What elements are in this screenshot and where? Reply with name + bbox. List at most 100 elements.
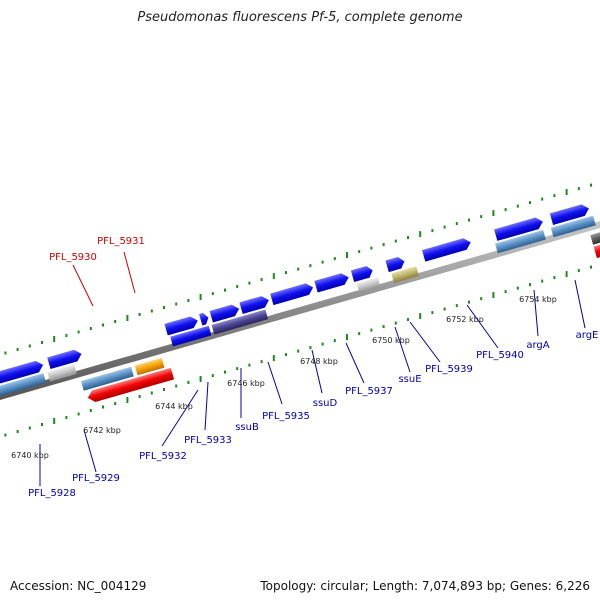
- scale-tick: [553, 276, 556, 280]
- scale-tick: [248, 363, 251, 367]
- scale-label-6744: 6744 kbp: [155, 402, 193, 411]
- scale-tick: [590, 183, 592, 187]
- scale-tick: [89, 327, 92, 330]
- scale-tick: [529, 201, 531, 205]
- scale-tick: [590, 265, 592, 269]
- scale-tick: [272, 273, 275, 280]
- gene-label-ssub[interactable]: ssuB: [235, 422, 259, 433]
- gene-arrow[interactable]: [0, 359, 45, 385]
- accession-text: Accession: NC_004129: [10, 579, 147, 593]
- genome-backbone: [0, 221, 600, 400]
- scale-label-6752: 6752 kbp: [446, 315, 484, 324]
- gene-label-pfl-5935[interactable]: PFL_5935: [262, 411, 310, 422]
- gene-block[interactable]: [211, 309, 269, 335]
- gene-arrow[interactable]: [140, 367, 175, 388]
- gene-arrow[interactable]: [47, 348, 83, 370]
- scale-tick: [41, 341, 43, 344]
- gene-label-arga[interactable]: argA: [526, 340, 549, 351]
- scale-tick: [126, 315, 129, 321]
- scale-tick: [163, 388, 165, 391]
- gene-arrow[interactable]: [164, 315, 199, 336]
- gene-arrow[interactable]: [209, 303, 241, 323]
- scale-tick: [516, 204, 519, 208]
- scale-tick: [358, 250, 361, 254]
- scale-tick: [407, 236, 409, 240]
- scale-tick: [492, 292, 495, 299]
- scale-tick: [541, 279, 544, 283]
- scale-tick: [16, 348, 19, 351]
- gene-label-pfl-5940[interactable]: PFL_5940: [476, 350, 524, 361]
- gene-arrow[interactable]: [385, 256, 406, 273]
- gene-arrow[interactable]: [199, 312, 210, 326]
- gene-block[interactable]: [495, 229, 546, 254]
- gene-label-arge[interactable]: argE: [576, 330, 599, 341]
- scale-tick: [309, 264, 312, 268]
- gene-block[interactable]: [356, 277, 381, 293]
- scale-tick: [260, 278, 263, 282]
- gene-arrow[interactable]: [494, 216, 544, 241]
- scale-label-6742: 6742 kbp: [83, 426, 121, 435]
- gene-label-ssue[interactable]: ssuE: [398, 374, 421, 385]
- scale-tick: [260, 360, 263, 364]
- gene-label-pfl-5928[interactable]: PFL_5928: [28, 488, 76, 499]
- scale-tick: [199, 294, 202, 300]
- gene-label-pfl-5929[interactable]: PFL_5929: [72, 473, 120, 484]
- scale-label-6746: 6746 kbp: [227, 379, 265, 388]
- gene-arrow[interactable]: [314, 272, 350, 293]
- gene-label-pfl-5937[interactable]: PFL_5937: [345, 386, 393, 397]
- scale-tick: [370, 246, 373, 250]
- scale-tick: [443, 307, 446, 311]
- scale-tick: [272, 355, 275, 362]
- scale-tick: [187, 299, 190, 302]
- scale-tick: [455, 222, 458, 226]
- scale-tick: [65, 334, 68, 337]
- gene-arrow[interactable]: [549, 203, 591, 225]
- gene-block[interactable]: [0, 373, 47, 396]
- scale-tick: [248, 281, 251, 285]
- gene-arrow[interactable]: [86, 374, 152, 403]
- scale-tick: [504, 208, 507, 212]
- gene-label-ssud[interactable]: ssuD: [313, 398, 338, 409]
- scale-tick: [65, 416, 68, 419]
- scale-tick: [4, 351, 7, 355]
- gene-label-pfl-5932[interactable]: PFL_5932: [139, 451, 187, 462]
- gene-block[interactable]: [134, 357, 165, 376]
- gene-block[interactable]: [550, 215, 596, 238]
- gene-label-pfl-5933[interactable]: PFL_5933: [184, 435, 232, 446]
- scale-tick: [16, 430, 19, 433]
- scale-tick: [431, 311, 434, 315]
- gene-block[interactable]: [47, 364, 77, 382]
- scale-tick: [431, 229, 434, 233]
- scale-tick: [89, 409, 92, 412]
- scale-tick: [419, 231, 422, 238]
- gene-features: [0, 203, 600, 403]
- scale-tick: [309, 346, 312, 350]
- scale-tick: [102, 405, 104, 409]
- gene-label-pfl-5931[interactable]: PFL_5931: [97, 236, 145, 247]
- scale-tick: [346, 334, 348, 341]
- gene-arrow[interactable]: [270, 282, 315, 306]
- gene-block[interactable]: [170, 325, 212, 347]
- gene-arrow[interactable]: [350, 265, 374, 282]
- scale-tick: [553, 194, 556, 198]
- scale-tick: [321, 260, 324, 264]
- scale-tick: [407, 318, 409, 322]
- scale-tick: [138, 313, 141, 316]
- scale-tick: [455, 304, 458, 308]
- scale-tick: [150, 391, 153, 395]
- scale-tick: [565, 189, 568, 196]
- gene-arrow[interactable]: [421, 237, 472, 262]
- gene-block[interactable]: [590, 226, 600, 245]
- gene-block[interactable]: [391, 266, 419, 284]
- gene-arrow[interactable]: [239, 294, 270, 314]
- gene-block[interactable]: [81, 366, 134, 391]
- scale-tick: [297, 267, 300, 271]
- gene-label-pfl-5939[interactable]: PFL_5939: [425, 364, 473, 375]
- scale-tick: [138, 395, 141, 398]
- scale-tick: [333, 339, 336, 343]
- scale-tick: [492, 210, 495, 217]
- gene-label-pfl-5930[interactable]: PFL_5930: [49, 252, 97, 263]
- scale-tick: [175, 384, 178, 388]
- scale-tick: [468, 218, 470, 222]
